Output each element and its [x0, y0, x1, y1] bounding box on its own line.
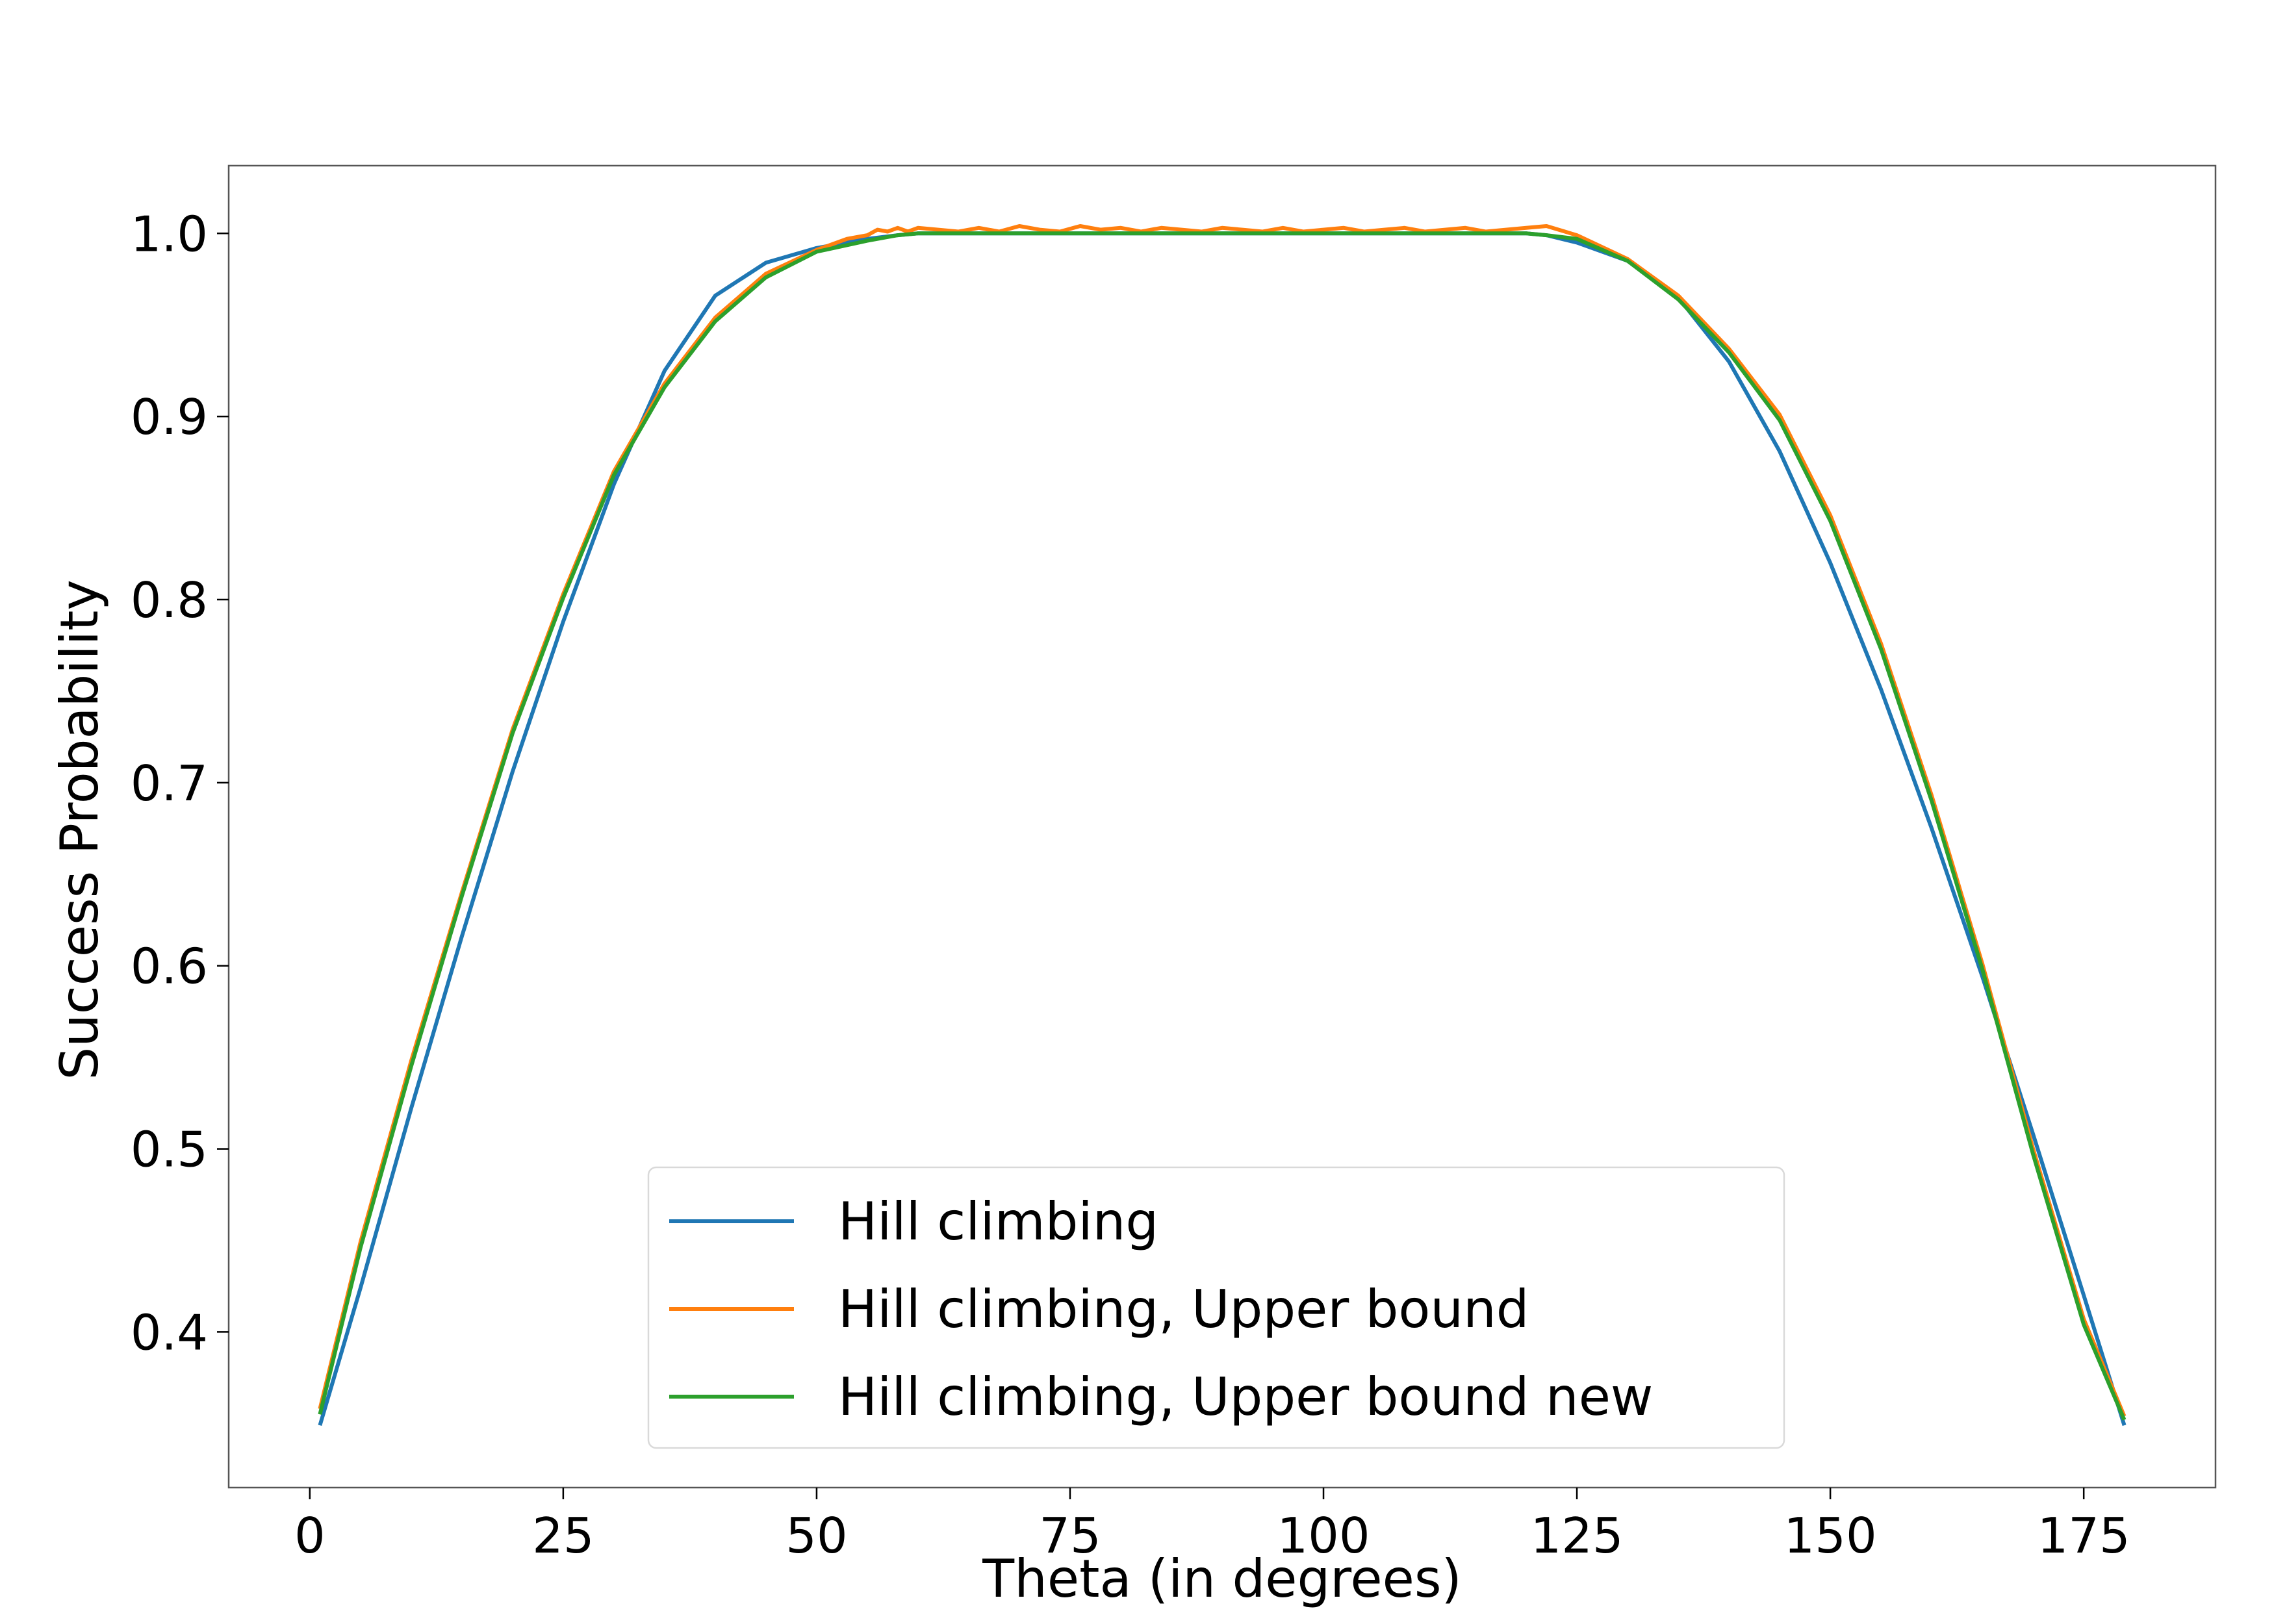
y-axis-label: Success Probability	[49, 579, 110, 1080]
y-tick-label: 0.7	[131, 755, 208, 812]
x-tick-label: 100	[1277, 1507, 1370, 1564]
x-tick-label: 50	[786, 1507, 847, 1564]
legend-label-2: Hill climbing, Upper bound	[838, 1279, 1529, 1339]
y-tick-label: 0.4	[131, 1304, 208, 1361]
legend: Hill climbing Hill climbing, Upper bound H…	[647, 1166, 1785, 1449]
y-tick-label: 0.8	[131, 572, 208, 629]
legend-box	[647, 1166, 1785, 1449]
x-tick-label: 175	[2038, 1507, 2130, 1564]
y-tick-label: 0.9	[131, 388, 208, 446]
x-tick-label: 25	[532, 1507, 594, 1564]
legend-label-3: Hill climbing, Upper bound new	[838, 1367, 1653, 1427]
x-tick-label: 125	[1530, 1507, 1623, 1564]
x-axis-label: Theta (in degrees)	[982, 1549, 1461, 1609]
y-tick-label: 0.5	[131, 1121, 208, 1178]
y-tick-label: 1.0	[131, 205, 208, 262]
y-axis: 0.4 0.5 0.6 0.7 0.8 0.9 1.0	[131, 205, 229, 1361]
legend-label-1: Hill climbing	[838, 1191, 1158, 1252]
x-tick-label: 75	[1039, 1507, 1101, 1564]
series-line-3	[318, 231, 2127, 1421]
y-tick-label: 0.6	[131, 938, 208, 995]
plot-frame	[227, 164, 2217, 1489]
series-layer	[318, 224, 2127, 1427]
x-tick-label: 0	[294, 1507, 326, 1564]
x-tick-label: 150	[1784, 1507, 1877, 1564]
x-axis: 0 25 50 75 100 125 150 175	[294, 1488, 2130, 1564]
